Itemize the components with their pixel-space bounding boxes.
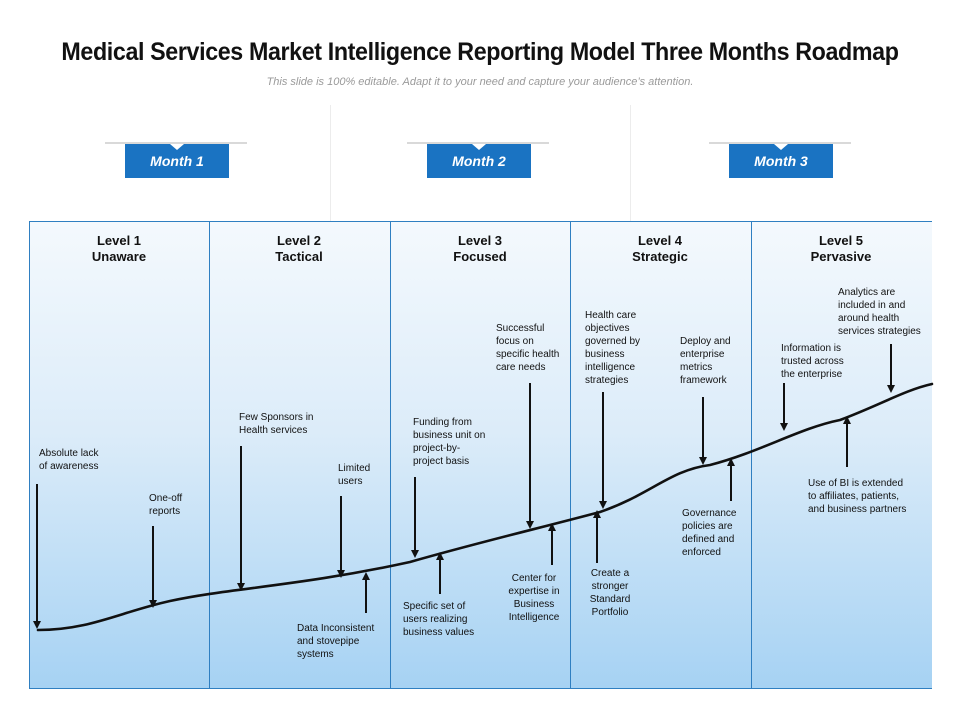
note-use-of-bi: Use of BI is extended to affiliates, pat… <box>808 478 907 515</box>
level-3-name: Focused <box>453 249 507 264</box>
note-deploy: Deploy and enterprise metrics framework <box>680 336 731 386</box>
month-3-notch <box>774 144 788 150</box>
note-successful-focus: Successful focus on specific health care… <box>496 323 560 373</box>
month-1-line <box>105 142 247 144</box>
level-5-name: Pervasive <box>810 249 872 264</box>
level-1-heading: Level 1 Unaware <box>29 233 209 265</box>
level-5-heading: Level 5 Pervasive <box>751 233 931 265</box>
level-2-heading: Level 2 Tactical <box>209 233 389 265</box>
page-title: Medical Services Market Intelligence Rep… <box>61 38 899 66</box>
note-analytics: Analytics are included in and around hea… <box>838 287 921 337</box>
note-one-off: One-off reports <box>149 493 183 517</box>
level-1-number: Level 1 <box>96 233 142 248</box>
level-3-number: Level 3 <box>457 233 503 248</box>
level-3-heading: Level 3 Focused <box>390 233 570 265</box>
note-create-stronger: Create a stronger Standard Portfolio <box>589 568 631 618</box>
note-funding: Funding from business unit on project-by… <box>413 417 486 467</box>
level-4-heading: Level 4 Strategic <box>570 233 750 265</box>
note-limited-users: Limited users <box>338 463 371 487</box>
top-divider <box>330 105 331 222</box>
month-2-line <box>407 142 549 144</box>
note-health-objectives: Health care objectives governed by busin… <box>585 310 641 386</box>
month-3-line <box>709 142 851 144</box>
note-specific-set: Specific set of users realizing business… <box>403 601 475 638</box>
level-4-number: Level 4 <box>637 233 683 248</box>
level-1-panel <box>29 221 210 689</box>
note-information-trusted: Information is trusted across the enterp… <box>781 343 844 380</box>
level-2-number: Level 2 <box>276 233 322 248</box>
level-2-panel <box>209 221 391 689</box>
level-2-name: Tactical <box>275 249 323 264</box>
maturity-curve <box>36 382 934 632</box>
month-2-notch <box>472 144 486 150</box>
note-center-expertise: Center for expertise in Business Intelli… <box>508 573 560 623</box>
page-subtitle: This slide is 100% editable. Adapt it to… <box>266 76 694 88</box>
level-5-panel <box>751 221 932 689</box>
level-4-name: Strategic <box>632 249 688 264</box>
note-governance: Governance policies are defined and enfo… <box>682 508 737 558</box>
level-5-number: Level 5 <box>818 233 864 248</box>
note-absolute-lack: Absolute lack of awareness <box>39 448 99 472</box>
level-1-name: Unaware <box>91 249 147 264</box>
note-data-inconsistent: Data Inconsistent and stovepipe systems <box>297 623 375 660</box>
top-divider <box>630 105 631 222</box>
month-1-notch <box>170 144 184 150</box>
note-few-sponsors: Few Sponsors in Health services <box>239 412 314 436</box>
